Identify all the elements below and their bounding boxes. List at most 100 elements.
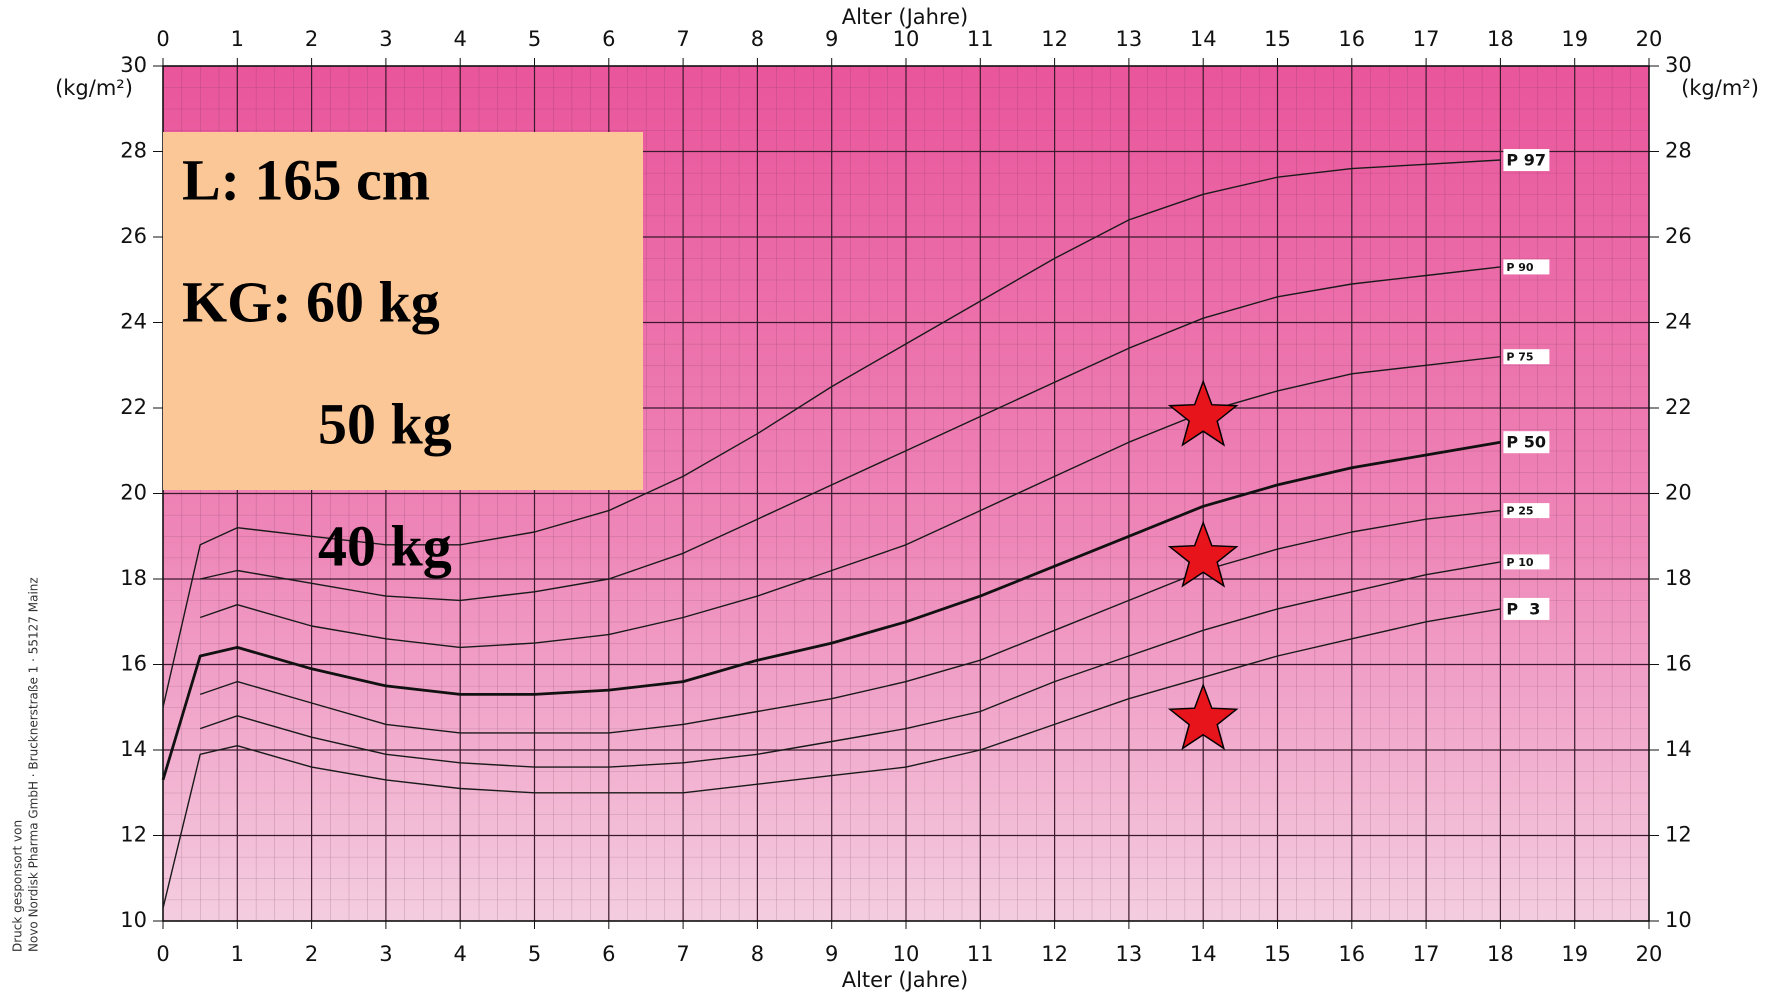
legend-label: P 10 [1506,556,1534,569]
legend-box [1503,259,1550,275]
star-marker [1167,520,1239,588]
x-tick-label: 1 [231,942,244,966]
x-tick-label: 17 [1413,942,1440,966]
x-tick-label: 3 [379,27,392,51]
y-tick-label: 26 [120,224,147,248]
legend-box [1503,431,1550,454]
legend-label: P 90 [1506,261,1534,274]
y-tick-label: 24 [120,310,147,334]
x-tick-label: 5 [528,942,541,966]
x-tick-label: 14 [1190,942,1217,966]
x-tick-label: 6 [602,27,615,51]
x-tick-label: 11 [967,942,994,966]
x-tick-label: 12 [1041,27,1068,51]
x-tick-label: 2 [305,27,318,51]
percentile-line [161,440,1501,781]
x-tick-label: 4 [454,27,467,51]
x-tick-label: 3 [379,942,392,966]
x-tick-label: 9 [825,27,838,51]
y-tick-label: 26 [1665,224,1692,248]
x-tick-label: 19 [1561,27,1588,51]
x-tick-label: 13 [1116,942,1143,966]
x-tick-label: 7 [676,942,689,966]
y-tick-label: 10 [1665,908,1692,932]
percentile-line [199,561,1501,768]
x-tick-label: 8 [751,942,764,966]
percentile-line [162,608,1501,909]
x-tick-label: 17 [1413,27,1440,51]
x-tick-label: 20 [1636,942,1663,966]
y-axis-label: (kg/m²) [1681,76,1759,100]
x-tick-label: 2 [305,942,318,966]
legend-box [1503,349,1550,365]
y-tick-label: 30 [1665,53,1692,77]
x-tick-label: 10 [893,942,920,966]
y-tick-label: 28 [120,139,147,163]
percentile-line [199,356,1501,649]
y-tick-label: 30 [120,53,147,77]
legend-label: P 97 [1506,151,1546,170]
x-tick-label: 20 [1636,27,1663,51]
legend-box [1503,597,1550,620]
legend-label: P 50 [1506,433,1546,452]
legend-label: P 75 [1506,351,1533,364]
y-tick-label: 28 [1665,139,1692,163]
y-tick-label: 22 [120,395,147,419]
legend-label: P 3 [1506,599,1540,618]
sponsor-text: Novo Nordisk Pharma GmbH · Brucknerstraß… [27,577,41,952]
x-tick-label: 9 [825,942,838,966]
x-tick-label: 6 [602,942,615,966]
x-tick-label: 0 [156,942,169,966]
x-tick-label: 19 [1561,942,1588,966]
y-tick-label: 10 [120,908,147,932]
y-tick-label: 24 [1665,310,1692,334]
y-tick-label: 16 [120,652,147,676]
y-tick-label: 12 [120,823,147,847]
x-tick-label: 12 [1041,942,1068,966]
x-tick-label: 16 [1338,942,1365,966]
legend-box [1503,503,1550,519]
y-tick-label: 14 [120,737,147,761]
y-tick-label: 16 [1665,652,1692,676]
legend-box [1503,554,1550,570]
y-tick-label: 20 [120,481,147,505]
y-tick-label: 22 [1665,395,1692,419]
x-tick-label: 8 [751,27,764,51]
x-tick-label: 7 [676,27,689,51]
x-tick-label: 5 [528,27,541,51]
annotation-box [163,132,643,490]
annotation: L: 165 cm [182,147,430,212]
y-tick-label: 12 [1665,823,1692,847]
x-tick-label: 13 [1116,27,1143,51]
y-tick-label: 18 [1665,566,1692,590]
x-tick-label: 10 [893,27,920,51]
y-tick-label: 20 [1665,481,1692,505]
star-marker [1167,379,1239,447]
legend-box [1503,149,1550,172]
x-tick-label: 16 [1338,27,1365,51]
plot-frame [162,65,1650,922]
x-tick-label: 18 [1487,27,1514,51]
annotation: KG: 60 kg [182,269,440,334]
annotation: 50 kg [318,391,452,456]
x-tick-label: 15 [1264,27,1291,51]
y-tick-label: 14 [1665,737,1692,761]
x-tick-label: 18 [1487,942,1514,966]
x-axis-label: Alter (Jahre) [842,968,969,992]
percentile-line [200,266,1501,602]
x-tick-label: 4 [454,942,467,966]
annotation: 40 kg [318,513,452,578]
sponsor-text: Druck gesponsort von [11,820,25,952]
x-axis-label: Alter (Jahre) [842,5,969,29]
x-tick-label: 14 [1190,27,1217,51]
x-tick-label: 15 [1264,942,1291,966]
y-tick-label: 18 [120,566,147,590]
x-tick-label: 11 [967,27,994,51]
percentile-line [199,509,1501,734]
y-axis-label: (kg/m²) [55,76,133,100]
star-marker [1167,682,1239,751]
legend-label: P 25 [1506,505,1533,518]
percentile-line [162,159,1501,708]
